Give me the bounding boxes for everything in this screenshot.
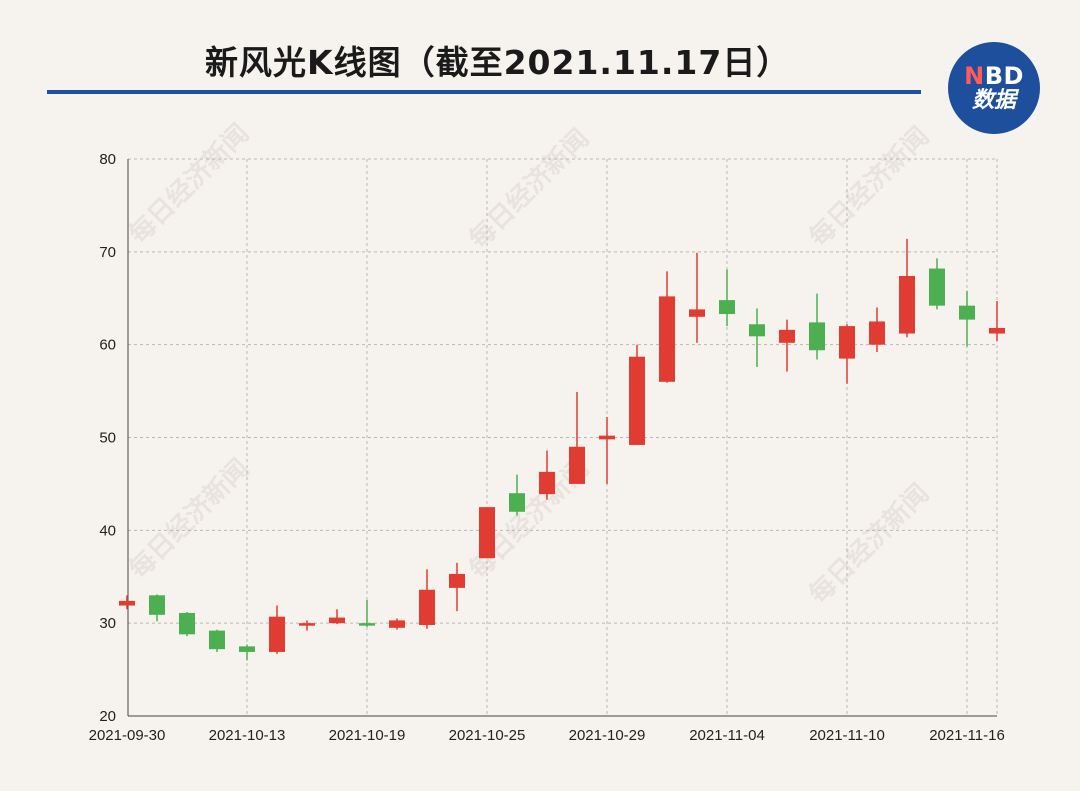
candle	[179, 612, 195, 637]
candle	[809, 293, 825, 360]
candle	[599, 417, 615, 484]
candle-body	[449, 573, 465, 588]
candle-body	[989, 327, 1005, 334]
axes-layer: 20 30 40 50 60 70 80 2021-09-30 2021-10-13 2021-1…	[89, 151, 1005, 744]
candle-body	[839, 326, 855, 359]
y-tick-label: 80	[99, 151, 116, 168]
x-tick-label: 2021-11-04	[689, 727, 765, 744]
candle-body	[419, 589, 435, 626]
candle	[569, 392, 585, 484]
y-tick-label: 20	[99, 708, 116, 725]
y-tick-label: 40	[99, 522, 116, 539]
candle-body	[689, 309, 705, 317]
candle-body	[269, 616, 285, 652]
candles-layer	[119, 238, 1005, 661]
candle	[239, 644, 255, 661]
candle-body	[509, 493, 525, 512]
candle	[209, 629, 225, 652]
title-underline	[47, 90, 921, 94]
x-tick-label: 2021-10-19	[329, 727, 406, 744]
candle-body	[389, 620, 405, 628]
watermark: 每日经济新闻	[123, 118, 255, 250]
candle	[539, 450, 555, 500]
candle-body	[869, 321, 885, 345]
candle	[149, 594, 165, 622]
candle	[959, 290, 975, 347]
watermark: 每日经济新闻	[463, 123, 595, 255]
candle	[929, 258, 945, 310]
candle-body	[299, 623, 315, 626]
candle	[749, 308, 765, 367]
candle	[899, 238, 915, 338]
candle-body	[209, 630, 225, 650]
x-tick-label: 2021-11-10	[809, 727, 885, 744]
candle	[419, 569, 435, 629]
watermark-layer: 每日经济新闻 每日经济新闻 每日经济新闻 每日经济新闻 每日经济新闻 每日经济新…	[123, 118, 935, 610]
logo-letter-n: N	[964, 61, 985, 90]
candle	[479, 507, 495, 559]
watermark: 每日经济新闻	[123, 453, 255, 585]
candle	[779, 319, 795, 372]
x-tick-label: 2021-10-29	[569, 727, 646, 744]
logo-letters-bd: BD	[984, 61, 1024, 90]
candle-body	[809, 322, 825, 351]
candle-body	[149, 595, 165, 615]
candle	[119, 595, 135, 610]
candle	[719, 269, 735, 327]
grid-layer	[128, 158, 998, 716]
candle	[359, 599, 375, 627]
nbd-logo: NBD 数据	[948, 42, 1040, 134]
candle-body	[629, 356, 645, 445]
candle-body	[959, 305, 975, 320]
y-tick-label: 60	[99, 337, 116, 354]
logo-text-bottom: 数据	[971, 88, 1016, 114]
y-tick-label: 50	[99, 430, 116, 447]
watermark: 每日经济新闻	[803, 121, 935, 253]
candle	[299, 620, 315, 631]
candle	[989, 301, 1005, 341]
candle-body	[569, 446, 585, 484]
candle-body	[779, 329, 795, 343]
candle	[659, 271, 675, 383]
watermark: 每日经济新闻	[803, 478, 935, 610]
candle	[389, 618, 405, 630]
x-tick-label: 2021-11-16	[929, 727, 1005, 744]
candle-body	[359, 623, 375, 626]
logo-text-top: NBD	[964, 61, 1024, 90]
candle	[329, 609, 345, 625]
candle-body	[749, 324, 765, 337]
candle-body	[539, 471, 555, 495]
y-tick-label: 70	[99, 244, 116, 261]
x-tick-label: 2021-10-13	[209, 727, 286, 744]
x-tick-label: 2021-10-25	[449, 727, 526, 744]
candle	[629, 344, 645, 445]
candle	[869, 307, 885, 353]
candle-body	[719, 300, 735, 315]
chart-title: 新风光K线图（截至2021.11.17日）	[205, 43, 791, 82]
candle	[449, 562, 465, 612]
candle	[509, 474, 525, 516]
x-tick-label: 2021-09-30	[89, 727, 166, 744]
y-tick-label: 30	[99, 615, 116, 632]
candle-body	[119, 600, 135, 606]
candle-body	[929, 268, 945, 306]
candle	[839, 324, 855, 384]
candle-body	[479, 507, 495, 559]
candle-body	[329, 617, 345, 624]
candle-body	[179, 612, 195, 635]
candle-body	[899, 275, 915, 334]
candle-body	[659, 296, 675, 382]
candle-body	[239, 646, 255, 652]
candle-body	[599, 435, 615, 440]
candle	[269, 605, 285, 654]
candle	[689, 252, 705, 343]
